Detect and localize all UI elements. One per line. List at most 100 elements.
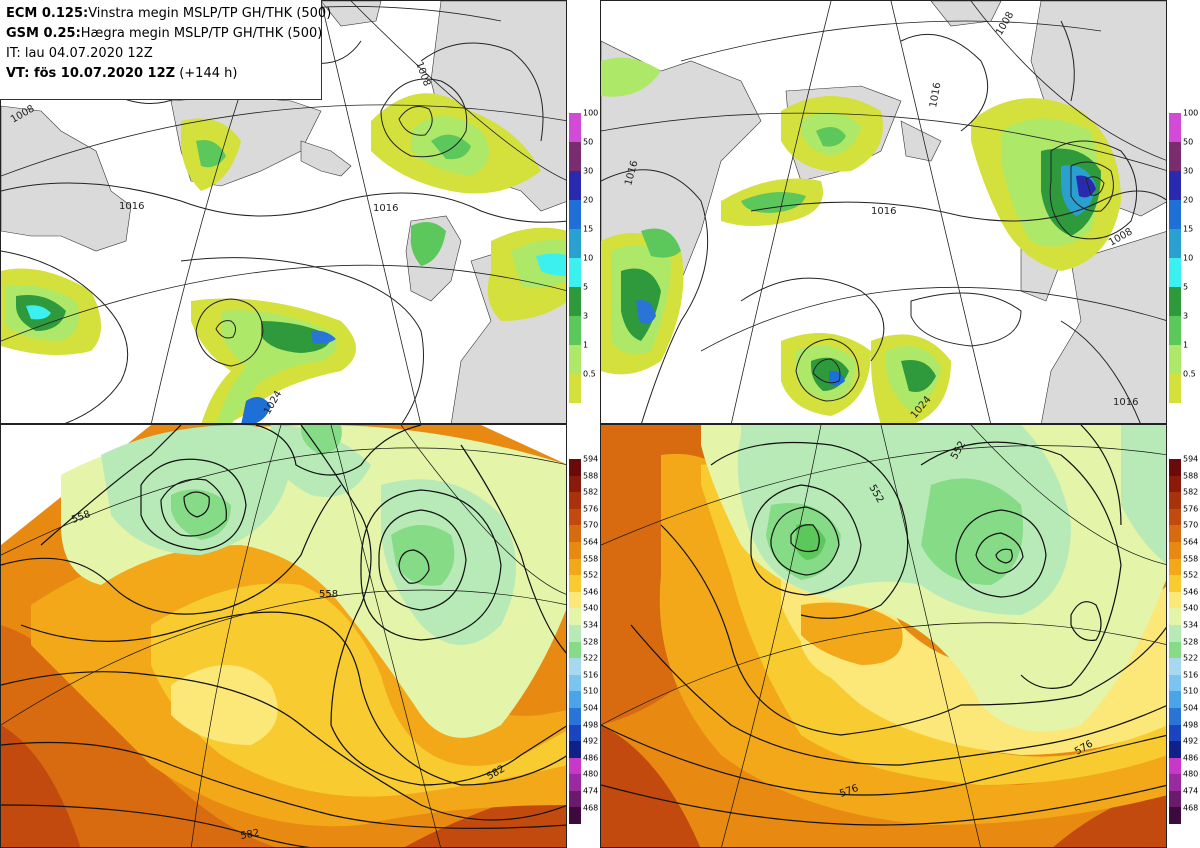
colorbar-level-label: 588	[1183, 471, 1199, 481]
colorbar-level-label: 546	[1183, 587, 1199, 597]
colorbar-swatch	[569, 525, 581, 542]
colorbar-level-label: 558	[583, 554, 599, 564]
isobar-label: 1008	[413, 60, 432, 88]
colorbar-swatch	[569, 541, 581, 559]
colorbar-level-label: 10	[1183, 253, 1194, 263]
colorbar-swatch	[569, 316, 581, 345]
colorbar-swatch	[569, 171, 581, 200]
colorbar-level-label: 534	[1183, 620, 1199, 630]
colorbar-swatch	[569, 508, 581, 526]
colorbar-swatch	[1169, 757, 1181, 775]
isobar-label: 1008	[994, 10, 1016, 38]
colorbar-swatch	[1169, 790, 1181, 808]
isobar-label: 1016	[373, 203, 398, 214]
colorbar-level-label: 510	[1183, 686, 1199, 696]
gsm-line: GSM 0.25:Hægra megin MSLP/TP GH/THK (500…	[6, 26, 323, 41]
colorbar-level-label: 15	[1183, 224, 1194, 234]
colorbar-level-label: 480	[1183, 769, 1199, 779]
colorbar-swatch	[569, 641, 581, 659]
colorbar-level-label: 582	[1183, 487, 1199, 497]
colorbar-level-label: 540	[583, 603, 599, 613]
colorbar-swatch	[1169, 558, 1181, 576]
colorbar-swatch	[1169, 674, 1181, 692]
colorbar-level-label: 516	[583, 670, 599, 680]
colorbar-swatch	[1169, 525, 1181, 542]
colorbar-level-label: 498	[583, 720, 599, 730]
colorbar-swatch	[569, 790, 581, 808]
colorbar-swatch	[569, 475, 581, 493]
colorbar-level-label: 528	[1183, 637, 1199, 647]
colorbar-level-label: 546	[583, 587, 599, 597]
colorbar-level-label: 528	[583, 637, 599, 647]
isobar-label: 1016	[119, 201, 144, 212]
colorbar-swatch	[1169, 200, 1181, 229]
colorbar-level-label: 30	[583, 166, 594, 176]
thickness-label: 558	[319, 589, 338, 600]
colorbar-level-label: 30	[1183, 166, 1194, 176]
colorbar-swatch	[1169, 608, 1181, 625]
colorbar-level-label: 576	[583, 504, 599, 514]
colorbar-level-label: 486	[1183, 753, 1199, 763]
colorbar-level-label: 1	[583, 340, 589, 350]
colorbar-level-label: 50	[583, 137, 594, 147]
colorbar-swatch	[569, 142, 581, 171]
colorbar-level-label: 582	[583, 487, 599, 497]
colorbar-level-label: 576	[1183, 504, 1199, 514]
colorbar-swatch	[1169, 724, 1181, 742]
colorbar-swatch	[569, 258, 581, 287]
colorbar-level-label: 100	[583, 108, 599, 118]
colorbar-level-label: 20	[583, 195, 594, 205]
colorbar-level-label: 10	[583, 253, 594, 263]
colorbar-level-label: 540	[1183, 603, 1199, 613]
colorbar-swatch	[569, 575, 581, 592]
colorbar-swatch	[1169, 807, 1181, 825]
colorbar-level-label: 504	[1183, 703, 1199, 713]
colorbar-level-label: 594	[583, 454, 599, 464]
colorbar-swatch	[569, 591, 581, 609]
colorbar-swatch	[1169, 508, 1181, 526]
colorbar-level-label: 564	[583, 537, 599, 547]
colorbar-swatch	[569, 724, 581, 742]
colorbar-swatch	[1169, 113, 1181, 142]
colorbar-level-label: 534	[583, 620, 599, 630]
colorbar-level-label: 486	[583, 753, 599, 763]
colorbar-swatch	[569, 691, 581, 708]
colorbar-level-label: 516	[1183, 670, 1199, 680]
colorbar-level-label: 474	[1183, 786, 1199, 796]
valid-time-line: VT: fös 10.07.2020 12Z (+144 h)	[6, 66, 238, 81]
precip-colorbar-left	[569, 113, 581, 403]
colorbar-level-label: 522	[583, 653, 599, 663]
colorbar-level-label: 0.5	[1183, 369, 1196, 379]
colorbar-swatch	[569, 674, 581, 692]
colorbar-swatch	[569, 345, 581, 374]
gsm-mslp-precip-svg: 1016 1016 1016 1008 1008 1024 1016	[601, 1, 1166, 423]
precip-colorbar-right	[1169, 113, 1181, 403]
colorbar-level-label: 3	[583, 311, 589, 321]
ecm-thickness-svg: 558 558 582 582	[1, 425, 566, 847]
colorbar-level-label: 5	[583, 282, 589, 292]
colorbar-swatch	[569, 774, 581, 791]
colorbar-swatch	[569, 229, 581, 258]
colorbar-swatch	[1169, 541, 1181, 559]
colorbar-swatch	[569, 757, 581, 775]
colorbar-level-label: 1	[1183, 340, 1189, 350]
colorbar-level-label: 15	[583, 224, 594, 234]
colorbar-level-label: 570	[583, 520, 599, 530]
ecm-line: ECM 0.125:Vinstra megin MSLP/TP GH/THK (…	[6, 6, 332, 21]
colorbar-swatch	[1169, 707, 1181, 725]
colorbar-level-label: 474	[583, 786, 599, 796]
gsm-mslp-precip-map: 1016 1016 1016 1008 1008 1024 1016	[600, 0, 1167, 424]
colorbar-swatch	[1169, 641, 1181, 659]
colorbar-swatch	[1169, 374, 1181, 403]
colorbar-level-label: 588	[583, 471, 599, 481]
colorbar-level-label: 498	[1183, 720, 1199, 730]
colorbar-swatch	[569, 707, 581, 725]
colorbar-swatch	[569, 492, 581, 509]
colorbar-level-label: 468	[1183, 803, 1199, 813]
initial-time-line: IT: lau 04.07.2020 12Z	[6, 46, 153, 61]
colorbar-swatch	[1169, 658, 1181, 675]
colorbar-swatch	[1169, 691, 1181, 708]
colorbar-swatch	[1169, 316, 1181, 345]
colorbar-level-label: 3	[1183, 311, 1189, 321]
colorbar-level-label: 0.5	[583, 369, 596, 379]
